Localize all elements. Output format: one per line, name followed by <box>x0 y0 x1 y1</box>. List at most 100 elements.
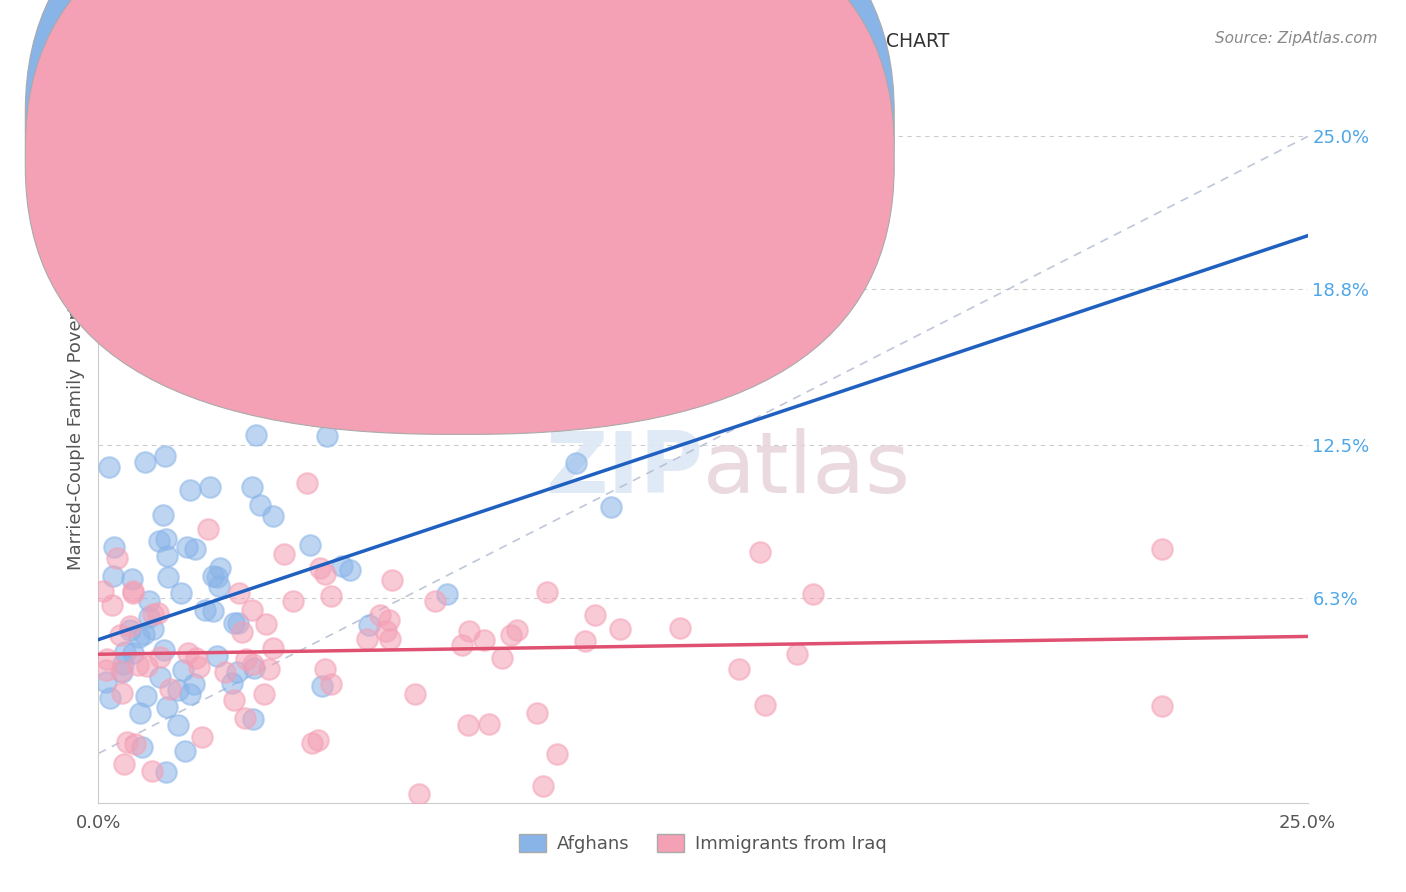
Point <box>149 670 172 684</box>
Text: R =  0.167    N = 80: R = 0.167 N = 80 <box>457 143 638 161</box>
Point <box>110 664 132 678</box>
Point <box>245 428 267 442</box>
Point <box>187 660 209 674</box>
Point <box>222 693 245 707</box>
Point <box>122 586 145 600</box>
Point <box>101 599 124 613</box>
Point <box>209 561 232 575</box>
Point <box>111 665 134 680</box>
Point <box>262 641 284 656</box>
Point <box>121 572 143 586</box>
Point <box>226 616 249 631</box>
Point <box>309 560 332 574</box>
Point <box>91 584 114 599</box>
Point <box>273 547 295 561</box>
Point <box>574 634 596 648</box>
Point <box>153 449 176 463</box>
Point <box>208 579 231 593</box>
Point <box>122 583 145 598</box>
Point <box>316 429 339 443</box>
Point <box>1152 542 1174 557</box>
Point <box>177 647 200 661</box>
Point <box>172 663 194 677</box>
Point <box>118 624 141 638</box>
Point <box>166 718 188 732</box>
Point <box>105 551 128 566</box>
Point <box>183 676 205 690</box>
Point <box>801 587 824 601</box>
Point <box>148 606 170 620</box>
Point <box>138 593 160 607</box>
Point <box>565 456 588 470</box>
Text: AFGHAN VS IMMIGRANTS FROM IRAQ MARRIED-COUPLE FAMILY POVERTY CORRELATION CHART: AFGHAN VS IMMIGRANTS FROM IRAQ MARRIED-C… <box>56 31 949 50</box>
Point <box>157 569 180 583</box>
Point <box>378 613 401 627</box>
Point <box>224 615 246 630</box>
Point <box>583 608 606 623</box>
Point <box>546 747 568 761</box>
Point <box>786 647 808 661</box>
Point <box>205 570 228 584</box>
Point <box>423 594 446 608</box>
Point <box>155 533 177 547</box>
Point <box>167 682 190 697</box>
Point <box>202 604 225 618</box>
Point <box>205 648 228 663</box>
Point <box>118 833 141 847</box>
Point <box>378 632 401 646</box>
Point <box>141 764 163 779</box>
Point <box>190 730 212 744</box>
Point <box>184 541 207 556</box>
Point <box>295 475 318 490</box>
Y-axis label: Married-Couple Family Poverty: Married-Couple Family Poverty <box>66 294 84 571</box>
Point <box>221 676 243 690</box>
Point <box>98 690 121 705</box>
Point <box>319 677 342 691</box>
Point <box>97 459 120 474</box>
Point <box>311 679 333 693</box>
Point <box>599 500 621 514</box>
Point <box>478 717 501 731</box>
Point <box>112 756 135 771</box>
Point <box>359 618 381 632</box>
Point <box>408 787 430 801</box>
Point <box>127 658 149 673</box>
Point <box>450 638 472 652</box>
Point <box>233 711 256 725</box>
Point <box>94 675 117 690</box>
Point <box>214 665 236 679</box>
Point <box>491 651 513 665</box>
Point <box>155 549 177 564</box>
Point <box>262 508 284 523</box>
Point <box>526 706 548 720</box>
Point <box>103 540 125 554</box>
Point <box>314 662 336 676</box>
Point <box>176 541 198 555</box>
Text: ZIP: ZIP <box>546 428 703 511</box>
Point <box>115 735 138 749</box>
Point <box>457 718 479 732</box>
Point <box>142 622 165 636</box>
Point <box>179 483 201 497</box>
Point <box>152 643 174 657</box>
Point <box>110 628 132 642</box>
Point <box>111 657 134 672</box>
Text: R =  0.527    N = 69: R = 0.527 N = 69 <box>457 110 640 128</box>
Point <box>314 566 336 581</box>
Point <box>339 563 361 577</box>
Point <box>96 663 118 677</box>
Point <box>184 650 207 665</box>
Point <box>242 712 264 726</box>
Point <box>149 649 172 664</box>
Point <box>256 216 278 230</box>
Point <box>148 533 170 548</box>
Point <box>375 624 398 639</box>
Point <box>131 739 153 754</box>
Point <box>138 610 160 624</box>
Point <box>505 623 527 637</box>
Point <box>135 659 157 673</box>
Point <box>134 455 156 469</box>
Point <box>170 586 193 600</box>
Point <box>194 603 217 617</box>
Point <box>225 665 247 679</box>
